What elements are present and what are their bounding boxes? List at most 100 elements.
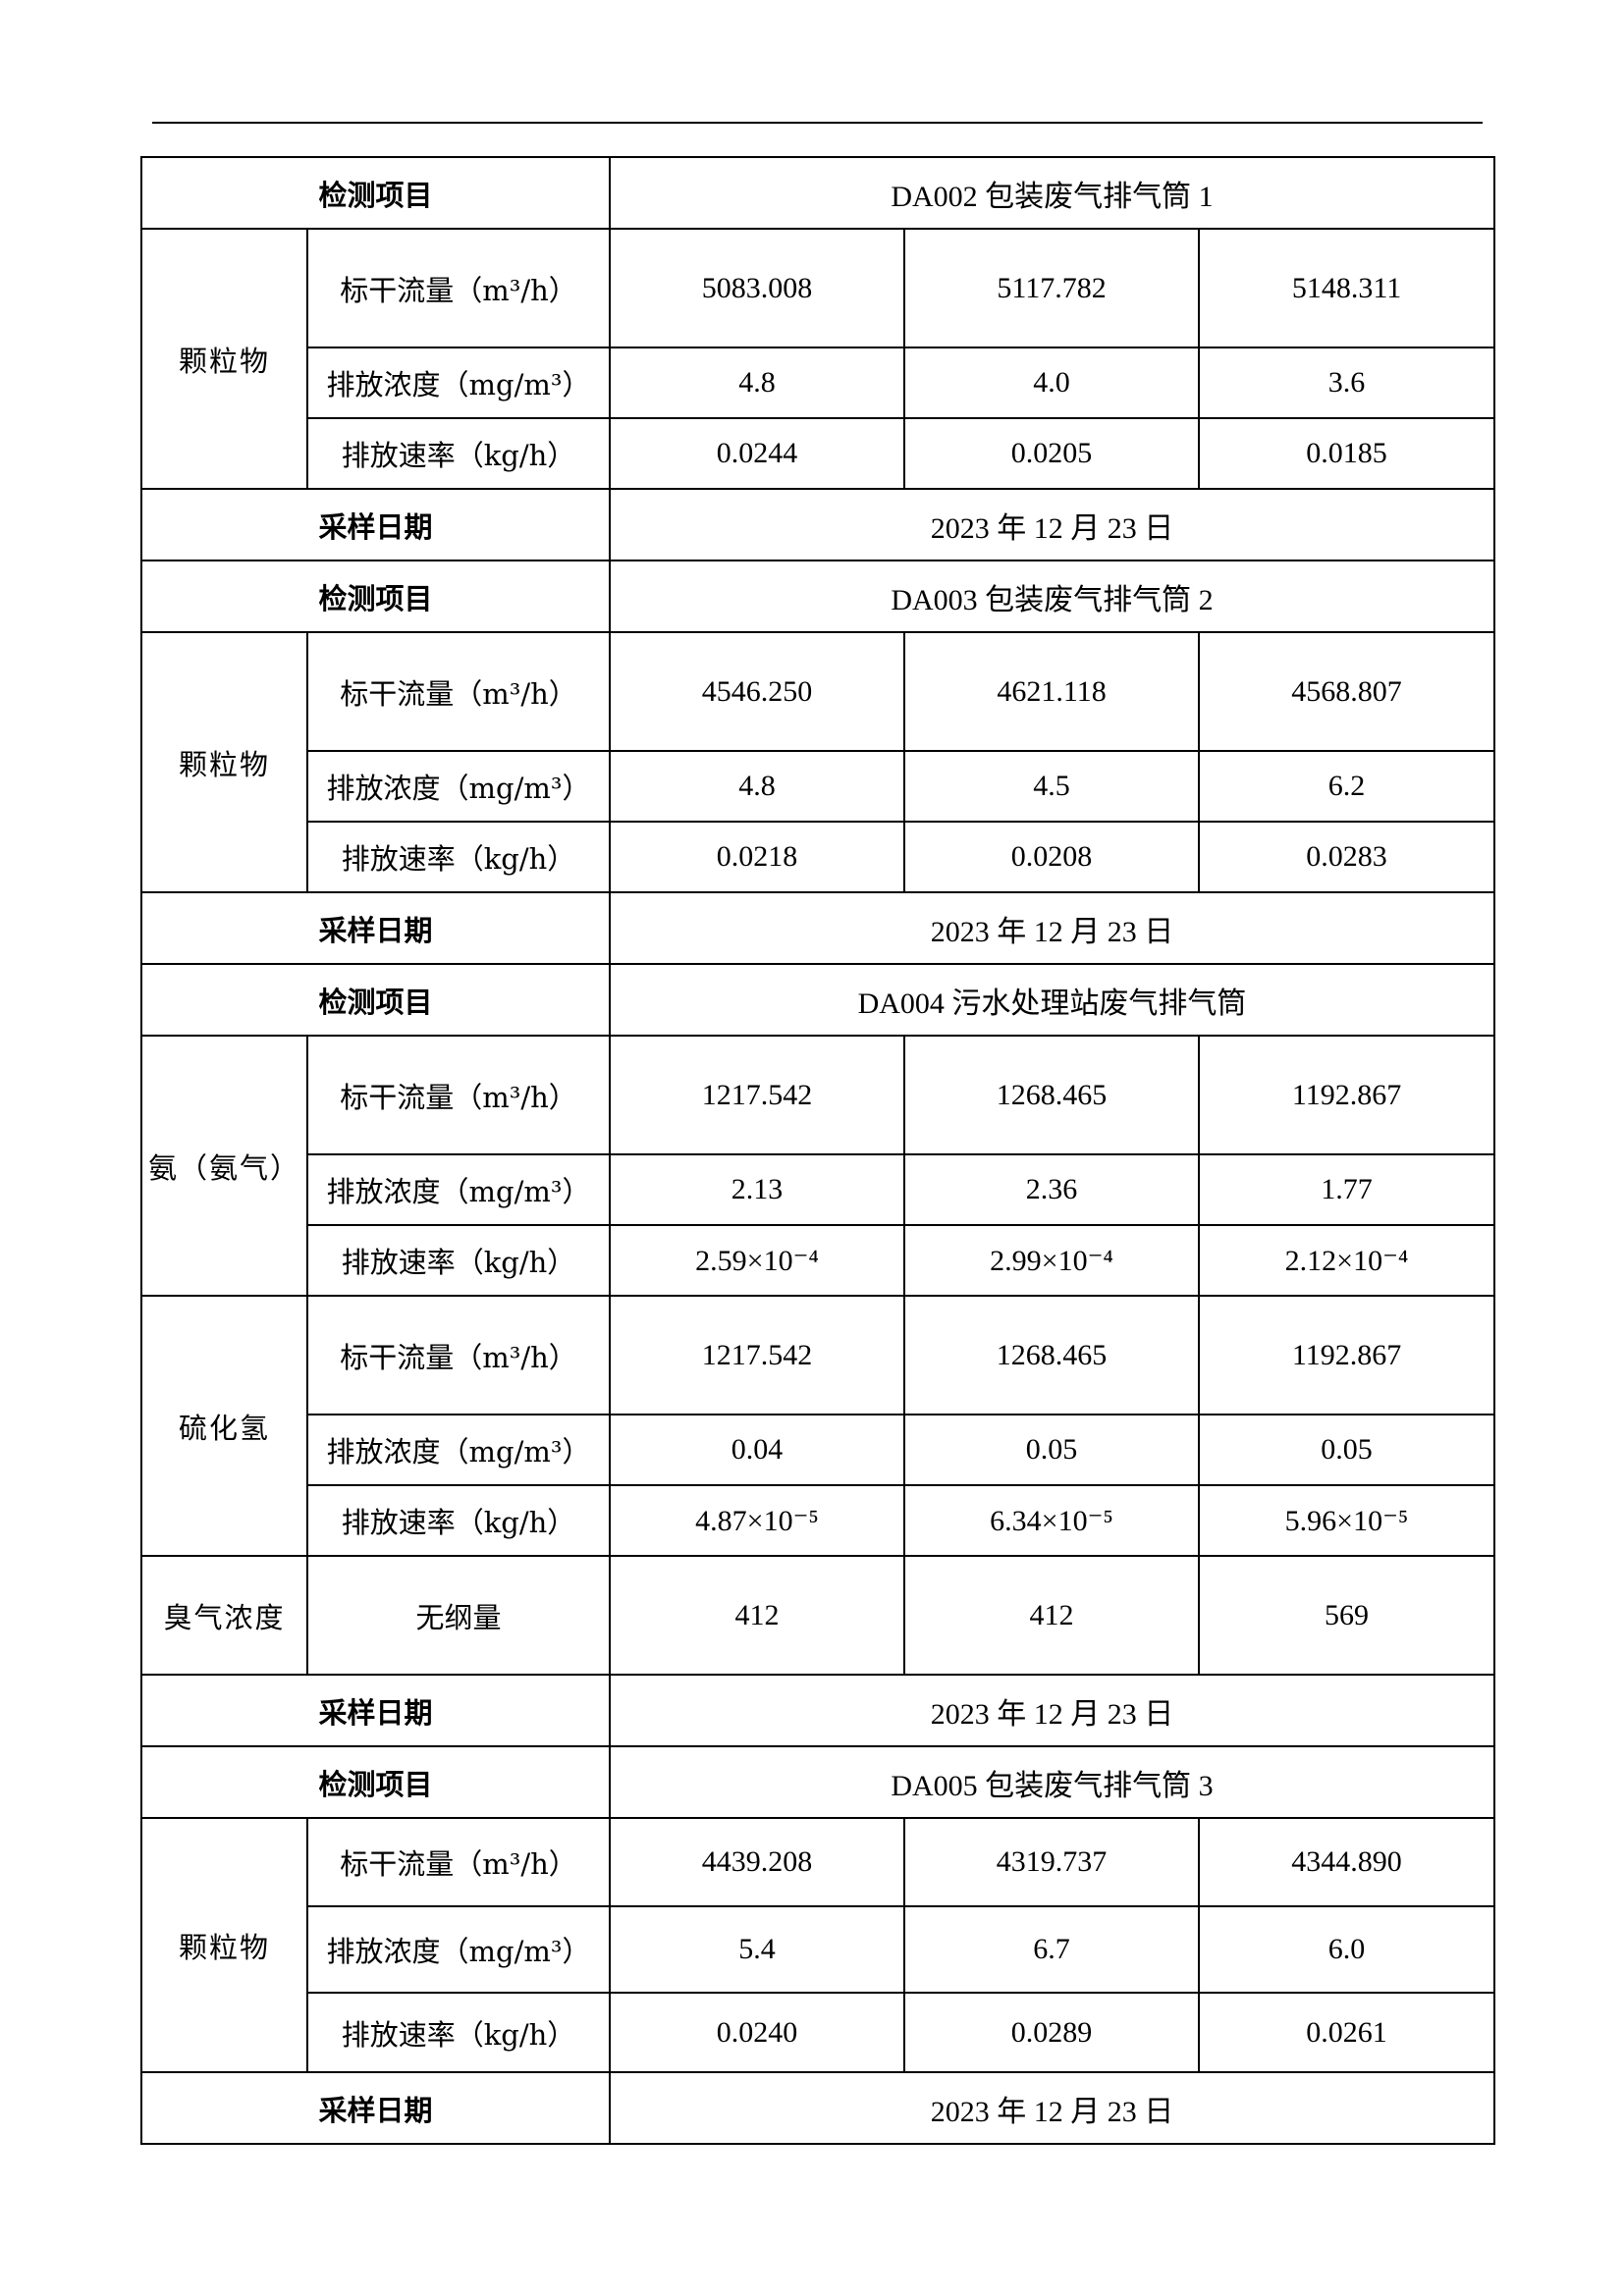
measured-value: 2.12×10⁻⁴ xyxy=(1198,1224,1496,1297)
measured-value: 6.0 xyxy=(1198,1905,1496,1994)
table-row: 颗粒物 标干流量（m³/h） 5083.008 5117.782 5148.311 xyxy=(140,228,1496,490)
parameter-label: 排放浓度（mg/m³） xyxy=(305,1905,612,1994)
parameter-label: 无纲量 xyxy=(305,1555,612,1676)
table-row: 颗粒物 标干流量（m³/h） 4439.208 4319.737 4344.890 xyxy=(140,1817,1496,2073)
table-row: 排放浓度（mg/m³） 2.13 2.36 1.77 xyxy=(141,1153,1496,1226)
item-value: DA003 包装废气排气筒 2 xyxy=(609,560,1496,633)
measured-value: 3.6 xyxy=(1198,347,1496,419)
measured-value: 1.77 xyxy=(1198,1153,1496,1226)
header-rule xyxy=(152,122,1483,124)
date-label: 采样日期 xyxy=(139,2071,612,2145)
measured-value: 0.0205 xyxy=(903,417,1201,490)
measured-value: 2.59×10⁻⁴ xyxy=(609,1224,906,1297)
date-row: 采样日期 2023 年 12 月 23 日 xyxy=(139,891,1496,965)
measured-value: 1268.465 xyxy=(903,1295,1201,1415)
table-row: 排放速率（kg/h） 2.59×10⁻⁴ 2.99×10⁻⁴ 2.12×10⁻⁴ xyxy=(141,1224,1496,1297)
measured-value: 4344.890 xyxy=(1198,1817,1496,1907)
measured-value: 5.4 xyxy=(609,1905,906,1994)
measured-value: 412 xyxy=(903,1555,1201,1676)
item-value: DA002 包装废气排气筒 1 xyxy=(609,156,1496,230)
item-label: 检测项目 xyxy=(139,560,612,633)
item-row: 检测项目 DA003 包装废气排气筒 2 xyxy=(139,560,1496,633)
parameter-label: 排放速率（kg/h） xyxy=(305,1224,612,1297)
item-value: DA005 包装废气排气筒 3 xyxy=(609,1745,1496,1819)
table-row: 排放浓度（mg/m³） 4.8 4.5 6.2 xyxy=(141,750,1496,823)
parameter-label: 排放浓度（mg/m³） xyxy=(305,347,612,419)
measured-value: 4439.208 xyxy=(609,1817,906,1907)
table-row: 硫化氢 标干流量（m³/h） 1217.542 1268.465 1192.867 xyxy=(140,1295,1496,1557)
table-row: 排放浓度（mg/m³） 5.4 6.7 6.0 xyxy=(141,1905,1496,1994)
parameter-label: 标干流量（m³/h） xyxy=(305,631,612,752)
measured-value: 0.0240 xyxy=(609,1992,906,2073)
measured-value: 4546.250 xyxy=(609,631,906,752)
date-value: 2023 年 12 月 23 日 xyxy=(609,891,1496,965)
measured-value: 0.0185 xyxy=(1198,417,1496,490)
table-row: 氨（氨气） 标干流量（m³/h） 1217.542 1268.465 1192.867 xyxy=(140,1035,1496,1297)
measured-value: 0.0289 xyxy=(903,1992,1201,2073)
measured-value: 0.05 xyxy=(1198,1414,1496,1486)
measured-value: 4.8 xyxy=(609,750,906,823)
table-row: 排放速率（kg/h） 0.0244 0.0205 0.0185 xyxy=(141,417,1496,490)
pollutant-name: 颗粒物 xyxy=(140,228,308,490)
item-label: 检测项目 xyxy=(139,156,612,230)
measured-value: 4319.737 xyxy=(903,1817,1201,1907)
pollutant-name: 氨（氨气） xyxy=(140,1035,308,1297)
measured-value: 4.87×10⁻⁵ xyxy=(609,1484,906,1557)
emission-test-table: 检测项目 DA002 包装废气排气筒 1 颗粒物 标干流量（m³/h） 5083.008… xyxy=(139,156,1496,2145)
measured-value: 1192.867 xyxy=(1198,1035,1496,1155)
table-row: 排放浓度（mg/m³） 0.04 0.05 0.05 xyxy=(141,1414,1496,1486)
parameter-label: 标干流量（m³/h） xyxy=(305,1817,612,1907)
measured-value: 1217.542 xyxy=(609,1295,906,1415)
measured-value: 0.05 xyxy=(903,1414,1201,1486)
table-row: 颗粒物 标干流量（m³/h） 4546.250 4621.118 4568.807 xyxy=(140,631,1496,893)
measured-value: 5117.782 xyxy=(903,228,1201,348)
item-row: 检测项目 DA004 污水处理站废气排气筒 xyxy=(139,963,1496,1037)
date-value: 2023 年 12 月 23 日 xyxy=(609,488,1496,561)
measured-value: 6.7 xyxy=(903,1905,1201,1994)
measured-value: 6.34×10⁻⁵ xyxy=(903,1484,1201,1557)
table-row: 排放速率（kg/h） 0.0218 0.0208 0.0283 xyxy=(141,821,1496,893)
measured-value: 569 xyxy=(1198,1555,1496,1676)
pollutant-name: 臭气浓度 xyxy=(140,1555,308,1676)
item-row: 检测项目 DA002 包装废气排气筒 1 xyxy=(139,156,1496,230)
measured-value: 2.13 xyxy=(609,1153,906,1226)
measured-value: 1192.867 xyxy=(1198,1295,1496,1415)
date-label: 采样日期 xyxy=(139,1674,612,1747)
date-value: 2023 年 12 月 23 日 xyxy=(609,2071,1496,2145)
parameter-label: 排放浓度（mg/m³） xyxy=(305,1414,612,1486)
date-row: 采样日期 2023 年 12 月 23 日 xyxy=(139,488,1496,561)
measured-value: 4.0 xyxy=(903,347,1201,419)
parameter-label: 排放速率（kg/h） xyxy=(305,417,612,490)
measured-value: 2.36 xyxy=(903,1153,1201,1226)
measured-value: 412 xyxy=(609,1555,906,1676)
parameter-label: 标干流量（m³/h） xyxy=(305,1295,612,1415)
measured-value: 4568.807 xyxy=(1198,631,1496,752)
parameter-label: 排放速率（kg/h） xyxy=(305,1992,612,2073)
parameter-label: 排放速率（kg/h） xyxy=(305,821,612,893)
date-value: 2023 年 12 月 23 日 xyxy=(609,1674,1496,1747)
measured-value: 0.0208 xyxy=(903,821,1201,893)
measured-value: 0.0261 xyxy=(1198,1992,1496,2073)
parameter-label: 排放浓度（mg/m³） xyxy=(305,750,612,823)
measured-value: 1268.465 xyxy=(903,1035,1201,1155)
table-row: 排放速率（kg/h） 4.87×10⁻⁵ 6.34×10⁻⁵ 5.96×10⁻⁵ xyxy=(141,1484,1496,1557)
measured-value: 5083.008 xyxy=(609,228,906,348)
item-label: 检测项目 xyxy=(139,963,612,1037)
pollutant-name: 硫化氢 xyxy=(140,1295,308,1557)
measured-value: 0.04 xyxy=(609,1414,906,1486)
measured-value: 5148.311 xyxy=(1198,228,1496,348)
pollutant-name: 颗粒物 xyxy=(140,631,308,893)
date-row: 采样日期 2023 年 12 月 23 日 xyxy=(139,1674,1496,1747)
parameter-label: 标干流量（m³/h） xyxy=(305,1035,612,1155)
parameter-label: 标干流量（m³/h） xyxy=(305,228,612,348)
date-row: 采样日期 2023 年 12 月 23 日 xyxy=(139,2071,1496,2145)
measured-value: 0.0218 xyxy=(609,821,906,893)
table-row: 臭气浓度 无纲量 412 412 569 xyxy=(140,1555,1496,1676)
item-row: 检测项目 DA005 包装废气排气筒 3 xyxy=(139,1745,1496,1819)
measured-value: 4.5 xyxy=(903,750,1201,823)
pollutant-name: 颗粒物 xyxy=(140,1817,308,2073)
item-label: 检测项目 xyxy=(139,1745,612,1819)
item-value: DA004 污水处理站废气排气筒 xyxy=(609,963,1496,1037)
measured-value: 2.99×10⁻⁴ xyxy=(903,1224,1201,1297)
measured-value: 0.0283 xyxy=(1198,821,1496,893)
